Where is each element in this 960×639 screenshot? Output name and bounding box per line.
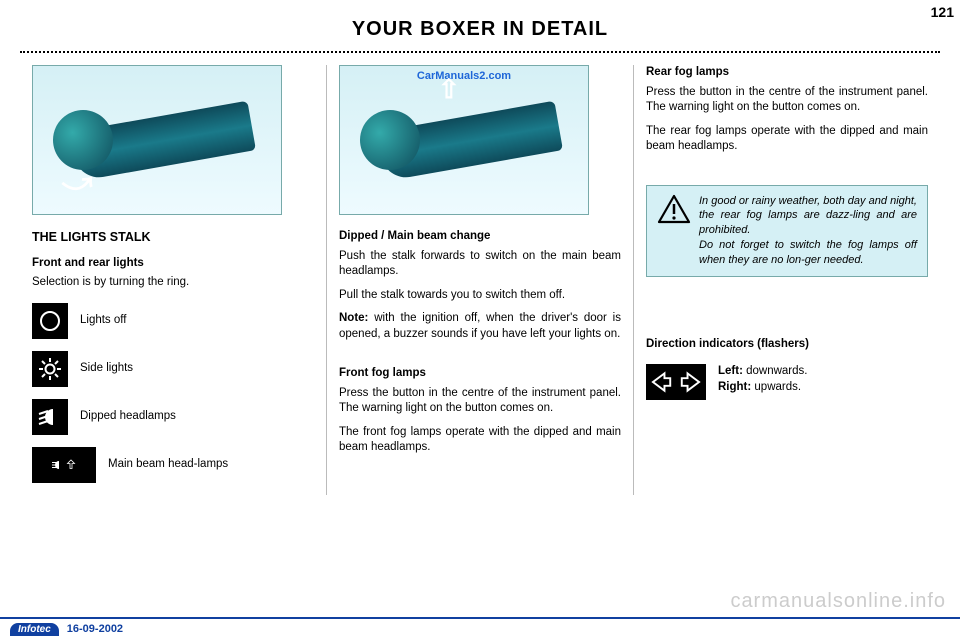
up-arrow-icon: ⇧ [438,72,460,107]
main-beam-row: Main beam head-lamps [32,447,314,483]
left-label: Left: [718,365,743,377]
front-rear-lights-heading: Front and rear lights [32,256,314,272]
selection-text: Selection is by turning the ring. [32,275,314,291]
lights-stalk-illustration-2: CarManuals2.com ⇧ [339,65,589,215]
dipped-headlamps-row: Dipped headlamps [32,399,314,435]
right-label: Right: [718,381,751,393]
site-watermark: carmanualsonline.info [730,590,946,613]
front-fog-heading: Front fog lamps [339,366,621,382]
push-stalk-text: Push the stalk forwards to switch on the… [339,249,621,280]
column-3: Rear fog lamps Press the button in the c… [633,65,940,495]
note-label: Note: [339,312,368,324]
warning-triangle-icon [657,194,691,224]
column-1: ⤴ THE LIGHTS STALK Front and rear lights… [20,65,326,495]
lights-stalk-heading: THE LIGHTS STALK [32,229,314,246]
lights-off-label: Lights off [80,313,126,329]
right-text: upwards. [751,381,801,393]
column-2: CarManuals2.com ⇧ Dipped / Main beam cha… [326,65,633,495]
dipped-headlamps-label: Dipped headlamps [80,409,176,425]
divider-dots [20,51,940,53]
main-beam-icon [32,447,96,483]
dipped-main-heading: Dipped / Main beam change [339,229,621,245]
footer-bar: Infotec 16-09-2002 [0,617,960,639]
lights-off-row: Lights off [32,303,314,339]
direction-arrows-icon [646,364,706,400]
left-text: downwards. [743,365,808,377]
direction-text: Left: downwards. Right: upwards. [718,364,807,395]
footer-date: 16-09-2002 [67,623,123,635]
front-fog-p1: Press the button in the centre of the in… [339,386,621,417]
infotec-badge: Infotec [10,623,59,636]
image-watermark: CarManuals2.com [340,69,588,84]
dipped-headlamps-icon [32,399,68,435]
direction-indicators-row: Left: downwards. Right: upwards. [646,364,928,400]
page-number: 121 [931,4,954,20]
lights-off-icon [32,303,68,339]
pull-stalk-text: Pull the stalk towards you to switch the… [339,288,621,304]
lights-stalk-illustration-1: ⤴ [32,65,282,215]
page-title: YOUR BOXER IN DETAIL [0,0,960,41]
main-beam-label: Main beam head-lamps [108,457,228,473]
side-lights-label: Side lights [80,361,133,377]
side-lights-icon [32,351,68,387]
rear-fog-p2: The rear fog lamps operate with the dipp… [646,124,928,155]
rear-fog-p1: Press the button in the centre of the in… [646,85,928,116]
front-fog-p2: The front fog lamps operate with the dip… [339,425,621,456]
side-lights-row: Side lights [32,351,314,387]
note-text: Note: with the ignition off, when the dr… [339,311,621,342]
direction-indicators-heading: Direction indicators (flashers) [646,337,928,353]
content-columns: ⤴ THE LIGHTS STALK Front and rear lights… [20,65,940,495]
rear-fog-heading: Rear fog lamps [646,65,928,81]
note-body: with the ignition off, when the driver's… [339,312,621,340]
warning-box: In good or rainy weather, both day and n… [646,185,928,277]
warning-text: In good or rainy weather, both day and n… [699,194,917,268]
